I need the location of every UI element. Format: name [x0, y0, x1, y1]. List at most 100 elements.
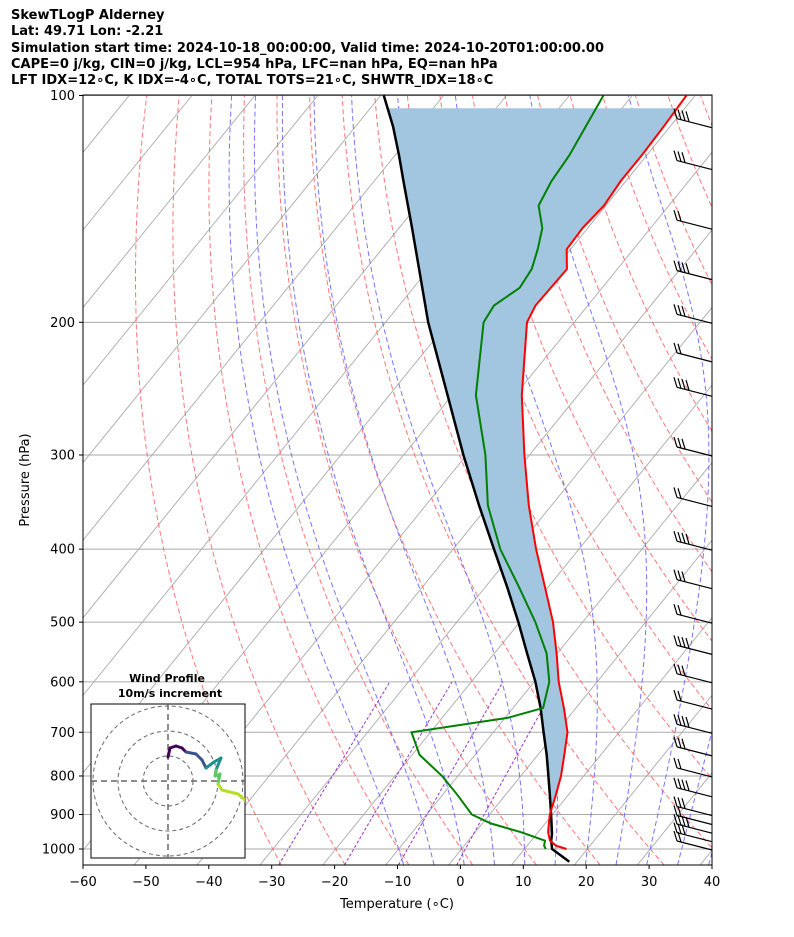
wind-barb-flag	[677, 814, 682, 826]
wind-barb-flag	[685, 780, 690, 791]
wind-barb-flag	[681, 152, 686, 163]
dry-adiabat	[276, 95, 537, 865]
hodograph-segment	[204, 760, 216, 770]
isotherm	[763, 96, 794, 866]
wind-barb	[673, 436, 713, 457]
isotherm	[259, 306, 712, 865]
wind-barb-shaft	[676, 613, 713, 624]
wind-barb-flag	[673, 777, 678, 788]
wind-barb-shaft	[676, 118, 713, 129]
wind-barb-flag	[673, 210, 678, 221]
mixing-ratio-line	[398, 681, 504, 865]
inset-subtitle: 10m/s increment	[118, 687, 222, 700]
x-tick-label: −10	[384, 875, 411, 890]
wind-barb-flag	[673, 150, 678, 161]
wind-barb-flag	[685, 533, 690, 545]
wind-barb	[673, 487, 713, 508]
y-tick-label: 200	[50, 316, 75, 331]
wind-barb-flag	[677, 531, 682, 543]
hodograph-segment	[216, 772, 222, 786]
moist-adiabat	[281, 95, 465, 865]
wind-barb-flag	[673, 342, 678, 354]
isotherm	[83, 95, 382, 464]
wind-barb	[673, 814, 713, 834]
wind-barb-flag	[673, 304, 678, 315]
wind-barb-flag	[677, 109, 682, 120]
wind-barb-flag	[681, 779, 686, 790]
dry-adiabat	[309, 95, 601, 865]
wind-barb-flag	[677, 797, 682, 808]
wind-barb-flag	[681, 438, 686, 449]
dry-adiabat	[634, 95, 712, 286]
wind-barb-shaft	[676, 787, 713, 798]
y-tick-label: 500	[50, 616, 75, 631]
wind-barb-shaft	[676, 159, 713, 171]
wind-barb-flag	[681, 798, 686, 809]
hodograph-segment	[220, 788, 240, 796]
wind-barb-flag	[681, 262, 686, 273]
wind-barb-flag	[685, 379, 690, 391]
x-axis-label: Temperature (∘C)	[339, 897, 454, 912]
dry-adiabat	[172, 95, 346, 865]
wind-barb	[673, 304, 713, 324]
wind-barb-flag	[677, 823, 682, 834]
y-tick-label: 100	[50, 89, 75, 104]
moist-adiabat	[627, 95, 710, 865]
cape-line: CAPE=0 j/kg, CIN=0 j/kg, LCL=954 hPa, LF…	[11, 56, 498, 72]
isotherm	[636, 772, 712, 865]
x-tick-label: 10	[515, 875, 532, 890]
wind-barb-flag	[677, 210, 682, 222]
y-tick-label: 400	[50, 543, 75, 558]
wind-barb	[673, 736, 713, 757]
wind-barb-shaft	[676, 496, 713, 508]
wind-barb-flag	[681, 738, 686, 749]
wind-barb-flag	[673, 822, 678, 833]
wind-barb-shaft	[676, 386, 713, 397]
wind-barb-flag	[677, 151, 682, 162]
wind-barb-shaft	[676, 723, 713, 734]
wind-barb-shaft	[676, 840, 713, 851]
wind-barb-flag	[685, 816, 690, 828]
y-tick-label: 300	[50, 449, 75, 464]
mixing-ratio-line	[456, 681, 559, 865]
wind-barb-flag	[681, 715, 686, 727]
wind-barb-flag	[685, 263, 690, 274]
wind-barb-shaft	[676, 823, 713, 834]
wind-barb	[673, 689, 713, 710]
dry-adiabat	[374, 95, 712, 849]
x-tick-label: −40	[195, 875, 222, 890]
wind-barb-flag	[681, 532, 686, 544]
wind-barb-flag	[677, 488, 682, 499]
wind-barb-flag	[673, 689, 678, 701]
moist-adiabat	[228, 95, 405, 865]
moist-adiabat	[313, 95, 495, 865]
indices-line: LFT IDX=12∘C, K IDX=-4∘C, TOTAL TOTS=21∘…	[11, 73, 494, 89]
wind-barb-shaft	[676, 699, 713, 710]
wind-barb-shaft	[676, 832, 713, 843]
wind-barb-shaft	[676, 219, 713, 230]
moist-adiabat	[677, 729, 712, 865]
wind-barb-flag	[677, 806, 682, 817]
wind-barb-shaft	[676, 446, 713, 457]
wind-barb-flag	[673, 487, 678, 498]
wind-barb-flag	[673, 569, 678, 580]
wind-barb-flag	[673, 805, 678, 816]
wind-barb	[673, 569, 713, 590]
y-tick-label: 900	[50, 808, 75, 823]
wind-barb-flag	[681, 110, 686, 121]
wind-barb-shaft	[676, 313, 713, 324]
isotherm	[83, 95, 256, 309]
wind-barb-flag	[673, 796, 678, 807]
x-tick-label: −20	[321, 875, 348, 890]
isotherm	[83, 95, 319, 386]
hodograph-segment	[214, 756, 223, 772]
wind-barb-flag	[681, 636, 686, 648]
temperature-line	[520, 95, 688, 850]
wind-barb-flag	[677, 778, 682, 789]
dry-adiabat	[135, 95, 282, 865]
wind-barb-shaft	[676, 270, 713, 281]
moist-adiabat	[454, 95, 598, 865]
wind-barb-flag	[677, 604, 682, 616]
wind-barb-shaft	[676, 579, 713, 590]
wind-barb-flag	[677, 664, 682, 675]
